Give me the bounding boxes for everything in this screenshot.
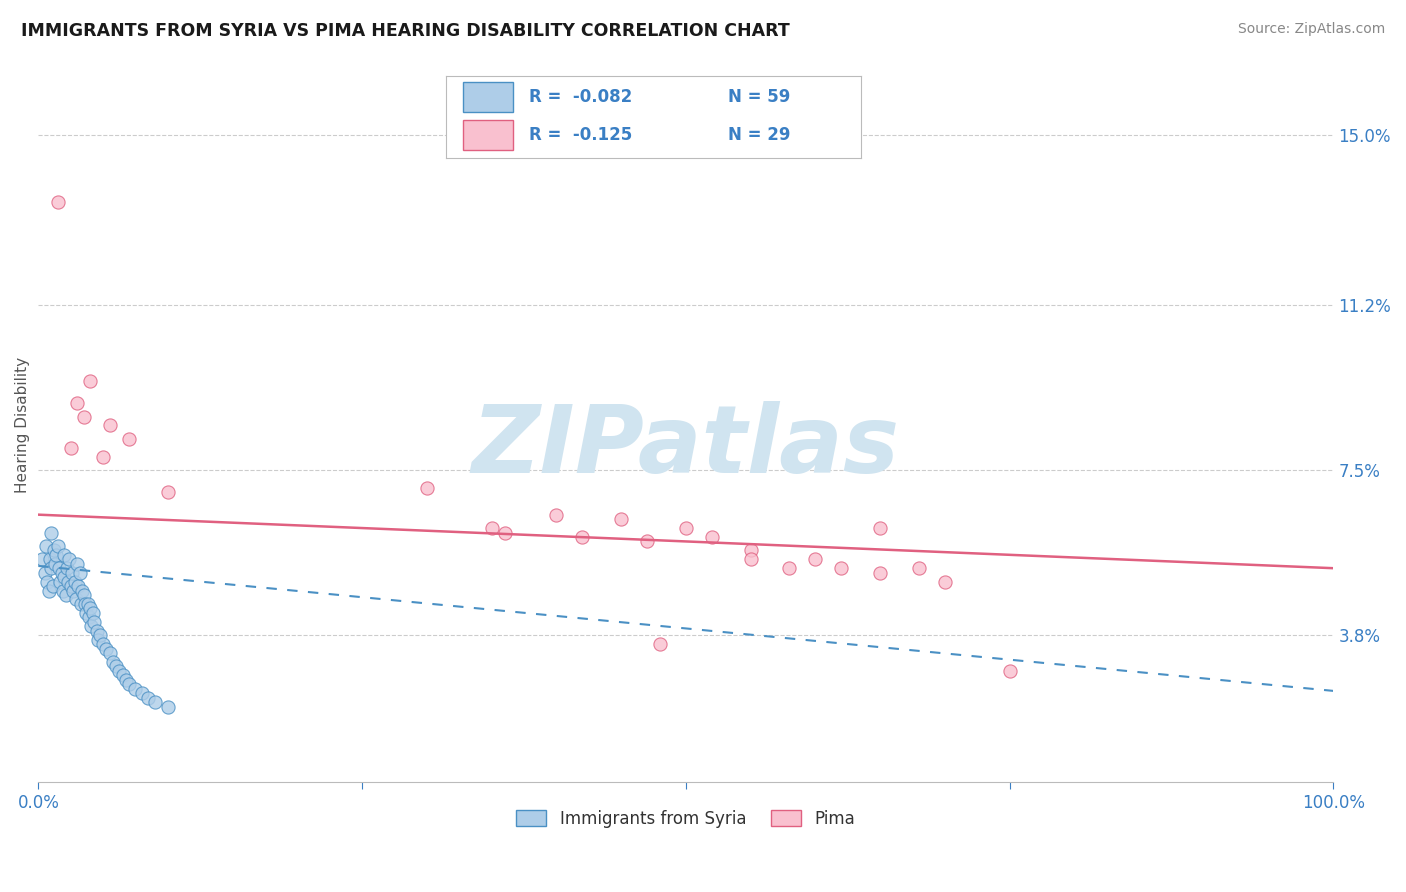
Point — [481, 521, 503, 535]
Point — [103, 655, 125, 669]
Point — [143, 695, 166, 709]
Point — [52, 583, 75, 598]
Point — [39, 552, 62, 566]
Point — [869, 566, 891, 580]
Point — [83, 615, 105, 629]
Point — [675, 521, 697, 535]
Legend: Immigrants from Syria, Pima: Immigrants from Syria, Pima — [510, 804, 862, 835]
Point — [111, 668, 134, 682]
Point — [79, 374, 101, 388]
Point — [70, 597, 93, 611]
Point — [38, 583, 60, 598]
Point — [869, 521, 891, 535]
Point — [53, 548, 76, 562]
Point — [98, 418, 121, 433]
Point — [87, 632, 110, 647]
Point — [49, 574, 72, 589]
Point — [51, 566, 73, 580]
Point — [107, 664, 129, 678]
Text: Source: ZipAtlas.com: Source: ZipAtlas.com — [1237, 22, 1385, 37]
Point — [131, 686, 153, 700]
Point — [34, 566, 56, 580]
Point — [39, 561, 62, 575]
Point — [79, 601, 101, 615]
Point — [69, 566, 91, 580]
Point — [58, 552, 80, 566]
Point — [59, 579, 82, 593]
Point — [77, 610, 100, 624]
Point — [72, 583, 94, 598]
Y-axis label: Hearing Disability: Hearing Disability — [15, 358, 30, 493]
Point — [804, 552, 827, 566]
Point — [115, 673, 138, 687]
Point — [86, 624, 108, 638]
Point — [63, 574, 86, 589]
Point — [31, 552, 53, 566]
Point — [546, 508, 568, 522]
Text: IMMIGRANTS FROM SYRIA VS PIMA HEARING DISABILITY CORRELATION CHART: IMMIGRANTS FROM SYRIA VS PIMA HEARING DI… — [21, 22, 790, 40]
Point — [94, 641, 117, 656]
Point — [700, 530, 723, 544]
Point — [778, 561, 800, 575]
Point — [62, 583, 84, 598]
Point — [42, 543, 65, 558]
Point — [48, 561, 70, 575]
Point — [46, 539, 69, 553]
Point — [73, 597, 96, 611]
Point — [998, 664, 1021, 678]
Point — [138, 690, 160, 705]
Point — [41, 579, 63, 593]
Point — [494, 525, 516, 540]
Point — [37, 574, 59, 589]
Point — [75, 606, 97, 620]
Point — [156, 699, 179, 714]
Point — [105, 659, 128, 673]
Point — [80, 619, 103, 633]
Point — [740, 552, 762, 566]
Point — [56, 561, 79, 575]
Point — [66, 396, 89, 410]
Point — [98, 646, 121, 660]
Point — [44, 557, 66, 571]
Point — [908, 561, 931, 575]
Point — [46, 195, 69, 210]
Point — [830, 561, 852, 575]
Point — [648, 637, 671, 651]
Point — [124, 681, 146, 696]
Point — [740, 543, 762, 558]
Point — [934, 574, 956, 589]
Point — [91, 450, 114, 464]
Point — [82, 606, 104, 620]
Point — [59, 441, 82, 455]
Point — [73, 409, 96, 424]
Point — [571, 530, 593, 544]
Point — [118, 432, 141, 446]
Point — [156, 485, 179, 500]
Text: ZIPatlas: ZIPatlas — [472, 401, 900, 493]
Point — [610, 512, 633, 526]
Point — [56, 574, 79, 589]
Point — [53, 570, 76, 584]
Point — [60, 566, 83, 580]
Point — [416, 481, 439, 495]
Point — [65, 592, 87, 607]
Point — [73, 588, 96, 602]
Point — [76, 597, 98, 611]
Point — [39, 525, 62, 540]
Point — [67, 579, 90, 593]
Point — [66, 557, 89, 571]
Point — [118, 677, 141, 691]
Point — [91, 637, 114, 651]
Point — [89, 628, 111, 642]
Point — [35, 539, 58, 553]
Point — [55, 588, 77, 602]
Point — [45, 548, 67, 562]
Point — [636, 534, 658, 549]
